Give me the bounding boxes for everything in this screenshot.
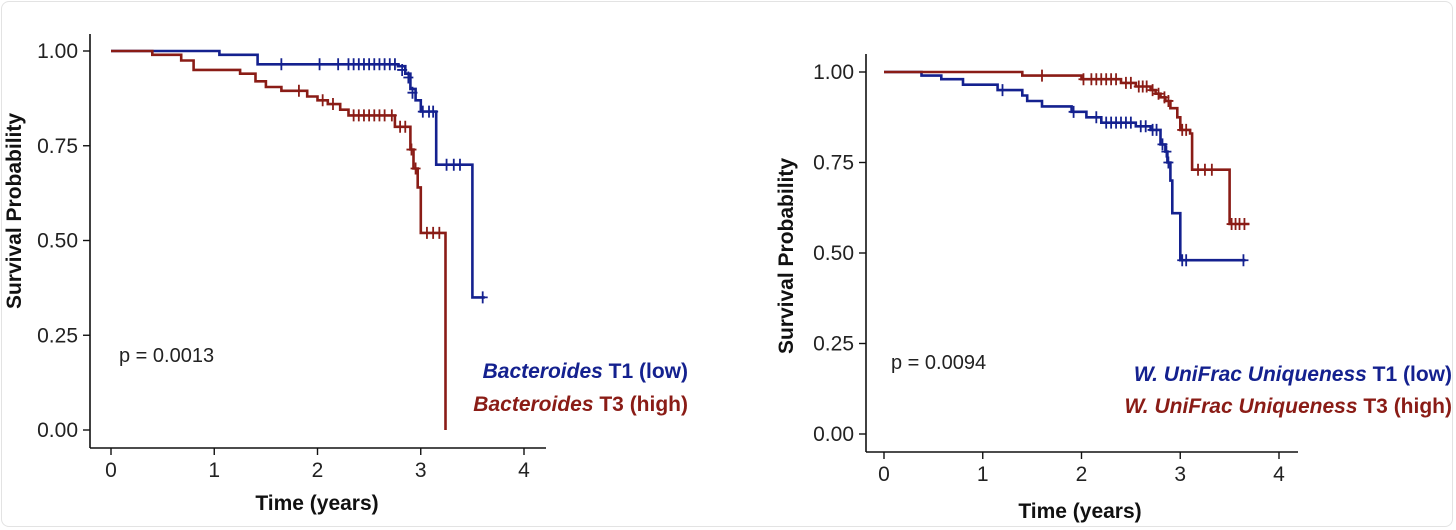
- censor-mark: [1111, 73, 1122, 86]
- censor-mark: [1141, 80, 1152, 93]
- panel-2-legend-high: W. UniFrac Uniqueness T3 (high): [1125, 395, 1452, 418]
- panel-2: 0 1 2 3 4 0.00 0.25 0.50 0.75 1.00 Time (years) S…: [775, 54, 1452, 523]
- censor-mark: [1239, 218, 1250, 231]
- censor-mark: [406, 143, 417, 156]
- panel-1: 0 1 2 3 4 0.00 0.25 0.50 0.75 1.00 Time (years) S…: [3, 34, 688, 515]
- censor-mark: [389, 58, 400, 71]
- x-tick-label: 4: [518, 459, 530, 482]
- panel-2-series: [884, 69, 1250, 267]
- y-tick-label: 0.00: [813, 423, 854, 446]
- x-tick-label: 0: [105, 459, 117, 482]
- x-tick-label: 3: [415, 459, 427, 482]
- censor-mark: [1068, 105, 1079, 118]
- censor-mark: [1147, 84, 1158, 97]
- censor-mark: [1140, 120, 1151, 133]
- legend-high-rest: T3 (high): [594, 393, 688, 416]
- censor-mark: [1091, 111, 1102, 124]
- censor-mark: [1181, 123, 1192, 136]
- legend-high-italic: W. UniFrac Uniqueness: [1125, 395, 1358, 418]
- panel-2-x-label: Time (years): [1018, 500, 1141, 523]
- panel-2-ticks: 0 1 2 3 4 0.00 0.25 0.50 0.75 1.00: [813, 61, 1285, 486]
- censor-mark: [997, 84, 1008, 97]
- x-tick-label: 2: [1076, 463, 1088, 486]
- censor-mark: [400, 120, 411, 133]
- censor-mark: [1161, 145, 1172, 158]
- panel-1-y-label: Survival Probability: [3, 113, 26, 309]
- y-tick-label: 0.75: [37, 135, 78, 158]
- x-tick-label: 2: [312, 459, 324, 482]
- panel-2-legend-low: W. UniFrac Uniqueness T1 (low): [1134, 363, 1452, 386]
- panel-1-ticks: 0 1 2 3 4 0.00 0.25 0.50 0.75 1.00: [37, 40, 530, 482]
- censor-mark: [1238, 254, 1249, 267]
- legend-low-rest: T1 (low): [603, 360, 688, 383]
- panel-1-x-label: Time (years): [255, 492, 378, 515]
- km-curve-low: [111, 49, 485, 299]
- censor-mark: [477, 291, 488, 304]
- censor-mark: [276, 58, 287, 71]
- censor-mark: [1037, 69, 1047, 82]
- censor-mark: [407, 86, 418, 99]
- censor-mark: [1151, 123, 1162, 136]
- panel-2-y-label: Survival Probability: [775, 158, 798, 354]
- censor-mark: [1206, 163, 1217, 176]
- censor-mark: [1163, 94, 1174, 107]
- x-tick-label: 3: [1174, 463, 1186, 486]
- y-tick-label: 0.50: [37, 230, 78, 253]
- x-tick-label: 1: [208, 459, 220, 482]
- legend-low-italic: Bacteroides: [483, 360, 603, 383]
- censor-mark: [293, 84, 304, 97]
- censor-mark: [1125, 76, 1136, 89]
- censor-mark: [428, 105, 439, 118]
- legend-high-rest: T3 (high): [1358, 395, 1452, 418]
- y-tick-label: 0.25: [37, 324, 78, 347]
- censor-mark: [403, 71, 414, 84]
- panel-1-series: [111, 49, 488, 430]
- censor-mark: [1181, 254, 1192, 267]
- legend-low-rest: T1 (low): [1367, 363, 1452, 386]
- y-tick-label: 1.00: [813, 61, 854, 84]
- x-tick-label: 4: [1273, 463, 1285, 486]
- panel-1-p-value: p = 0.0013: [119, 345, 214, 367]
- censor-mark: [327, 98, 338, 111]
- censor-mark: [1163, 156, 1174, 169]
- censor-mark: [333, 58, 344, 71]
- x-tick-label: 1: [977, 463, 989, 486]
- censor-mark: [1125, 116, 1136, 129]
- x-tick-label: 0: [878, 463, 890, 486]
- legend-high-italic: Bacteroides: [473, 393, 593, 416]
- censor-mark: [397, 63, 408, 76]
- censor-mark: [1157, 138, 1168, 151]
- censor-mark: [454, 158, 465, 171]
- panel-1-legend-high: Bacteroides T3 (high): [473, 393, 688, 416]
- panel-2-p-value: p = 0.0094: [891, 352, 986, 374]
- y-tick-label: 0.00: [37, 419, 78, 442]
- censor-mark: [386, 109, 397, 122]
- km-curve-high: [111, 49, 447, 430]
- y-tick-label: 1.00: [37, 40, 78, 63]
- censor-mark: [317, 94, 328, 107]
- y-tick-label: 0.50: [813, 242, 854, 265]
- censor-mark: [434, 226, 445, 239]
- y-tick-label: 0.75: [813, 152, 854, 175]
- km-curve-high: [884, 70, 1250, 226]
- censor-mark: [1153, 87, 1164, 100]
- censor-mark: [314, 58, 325, 71]
- y-tick-label: 0.25: [813, 333, 854, 356]
- censor-mark: [410, 162, 421, 175]
- legend-low-italic: W. UniFrac Uniqueness: [1134, 363, 1367, 386]
- panel-1-legend-low: Bacteroides T1 (low): [483, 360, 688, 383]
